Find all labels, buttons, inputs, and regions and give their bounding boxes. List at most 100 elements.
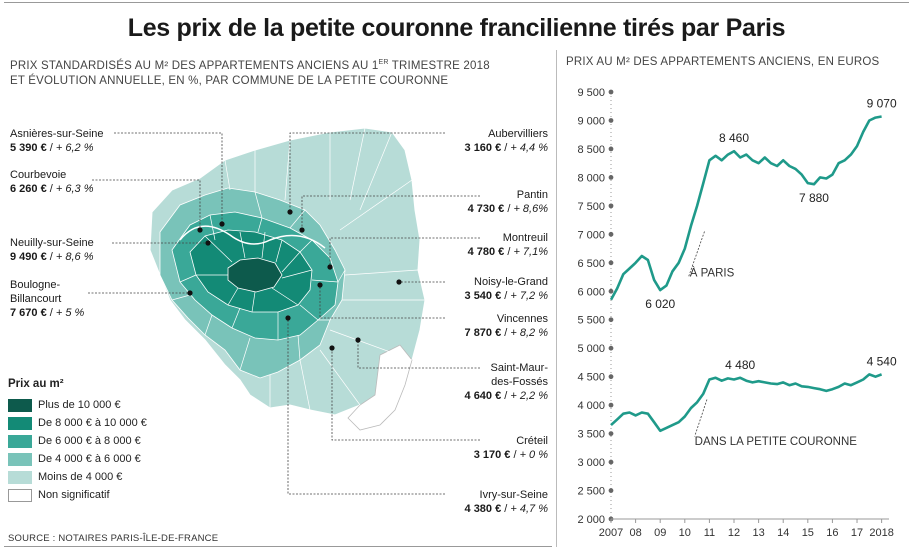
label-montreuil: Montreuil 4 780 € / + 7,1% — [467, 232, 548, 258]
dot-saint-maur — [355, 337, 361, 343]
commune-boundaries — [171, 127, 425, 411]
bottom-rule — [4, 546, 552, 547]
y-tick-label: 2 500 — [577, 486, 605, 498]
x-tick-label: 15 — [802, 527, 814, 539]
data-label: 4 480 — [725, 358, 755, 372]
dot-aubervilliers — [287, 209, 293, 215]
legend-swatch — [8, 488, 32, 502]
commune-name-2: Billancourt — [10, 293, 62, 305]
label-pantin: Pantin 4 730 € / + 8,6% — [467, 189, 548, 215]
page-title: Les prix de la petite couronne francilie… — [127, 14, 786, 42]
y-tick-dot — [608, 431, 614, 436]
commune-name: Montreuil — [502, 232, 548, 244]
y-tick-label: 3 000 — [577, 457, 605, 469]
commune-change: + 5 % — [55, 307, 85, 319]
legend-label: Plus de 10 000 € — [38, 399, 121, 411]
commune-price: 6 260 € — [10, 183, 47, 195]
petite-couronne-line — [610, 373, 883, 433]
x-tick-label: 09 — [654, 527, 666, 539]
x-tick-label: 2007 — [599, 527, 623, 539]
label-neuilly: Neuilly-sur-Seine 9 490 € / + 8,6 % — [10, 237, 94, 263]
map-subtitle-line2: ET ÉVOLUTION ANNUELLE, EN %, PAR COMMUNE… — [10, 74, 449, 87]
paris-callout-leader — [688, 231, 705, 278]
legend-item: De 8 000 € à 10 000 € — [8, 414, 147, 432]
dot-vincennes — [317, 282, 323, 288]
dot-ivry — [285, 315, 291, 321]
label-boulogne: Boulogne- Billancourt 7 670 € / + 5 % — [10, 279, 85, 319]
legend-swatch — [8, 452, 32, 466]
label-saint-maur: Saint-Maur- des-Fossés 4 640 € / + 2,2 % — [464, 362, 548, 402]
commune-price: 4 380 € — [464, 503, 502, 515]
y-tick-label: 2 000 — [577, 514, 605, 526]
y-tick-label: 7 000 — [577, 229, 605, 241]
label-asnieres: Asnières-sur-Seine 5 390 € / + 6,2 % — [10, 128, 104, 154]
commune-change: + 7,2 % — [510, 290, 548, 302]
petite-couronne-map — [149, 127, 426, 431]
series-name-paris: À PARIS — [690, 266, 735, 279]
legend-title: Prix au m² — [8, 378, 64, 390]
commune-change: + 4,4 % — [510, 142, 548, 154]
label-noisy: Noisy-le-Grand 3 540 € / + 7,2 % — [464, 276, 548, 302]
y-tick-label: 7 500 — [577, 201, 605, 213]
y-tick-dot — [608, 402, 614, 408]
commune-price: 4 730 € — [467, 203, 505, 215]
commune-price: 3 170 € — [473, 449, 511, 461]
legend-label: De 6 000 € à 8 000 € — [38, 435, 141, 447]
y-tick-dot — [608, 317, 614, 323]
dot-creteil — [329, 345, 335, 351]
commune-name: Pantin — [516, 189, 548, 201]
dot-noisy — [396, 279, 402, 285]
x-tick-label: 2018 — [869, 527, 893, 539]
legend-label: Moins de 4 000 € — [38, 471, 123, 483]
y-tick-dot — [608, 203, 614, 209]
map-subtitle-line1: PRIX STANDARDISÉS AU M² DES APPARTEMENTS… — [10, 59, 379, 72]
x-tick-label: 13 — [752, 527, 764, 539]
label-ivry: Ivry-sur-Seine 4 380 € / + 4,7 % — [464, 489, 548, 515]
commune-change: + 4,7 % — [510, 503, 548, 515]
commune-change: + 2,2 % — [510, 390, 548, 402]
x-tick-label: 16 — [826, 527, 838, 539]
legend-item: De 6 000 € à 8 000 € — [8, 432, 147, 450]
map-subtitle: PRIX STANDARDISÉS AU M² DES APPARTEMENTS… — [10, 55, 490, 89]
legend-swatch — [8, 416, 32, 430]
commune-name: Créteil — [516, 435, 548, 447]
legend-item: Non significatif — [8, 486, 147, 504]
source-note: SOURCE : NOTAIRES PARIS-ÎLE-DE-FRANCE — [8, 533, 219, 544]
data-label: 8 460 — [719, 131, 749, 145]
commune-name: Neuilly-sur-Seine — [10, 237, 94, 249]
y-tick-label: 6 500 — [577, 258, 605, 270]
x-tick-label: 10 — [679, 527, 691, 539]
y-tick-label: 9 000 — [577, 115, 605, 127]
legend-swatch — [8, 398, 32, 412]
dot-asnieres — [219, 221, 225, 227]
y-tick-dot — [608, 260, 614, 266]
dot-neuilly — [205, 240, 211, 246]
x-tick-label: 14 — [777, 527, 789, 539]
y-tick-label: 6 000 — [577, 286, 605, 298]
commune-price: 7 670 € — [10, 307, 47, 319]
data-label: 9 070 — [867, 96, 897, 110]
y-tick-label: 9 500 — [577, 87, 605, 99]
dot-courbevoie — [197, 227, 203, 233]
dot-pantin — [299, 227, 305, 233]
top-rule — [4, 2, 909, 3]
leader-creteil — [331, 350, 480, 441]
commune-name: Saint-Maur- — [490, 362, 548, 374]
y-tick-dot — [608, 374, 614, 380]
leader-courbevoie — [92, 179, 201, 228]
x-tick-label: 08 — [629, 527, 641, 539]
commune-name: Vincennes — [496, 313, 548, 325]
commune-change: + 7,1% — [513, 246, 548, 258]
data-label: 7 880 — [799, 191, 829, 205]
y-tick-dot — [608, 118, 614, 123]
commune-change: + 8,6 % — [55, 251, 94, 263]
data-label: 6 020 — [645, 297, 675, 311]
seine-river — [179, 225, 326, 249]
commune-name: Noisy-le-Grand — [474, 276, 548, 288]
y-tick-label: 3 500 — [577, 429, 605, 441]
legend-item: Moins de 4 000 € — [8, 468, 147, 486]
map-region-paris — [227, 257, 283, 293]
y-tick-dot — [608, 89, 614, 95]
legend-label: De 4 000 € à 6 000 € — [38, 453, 141, 465]
